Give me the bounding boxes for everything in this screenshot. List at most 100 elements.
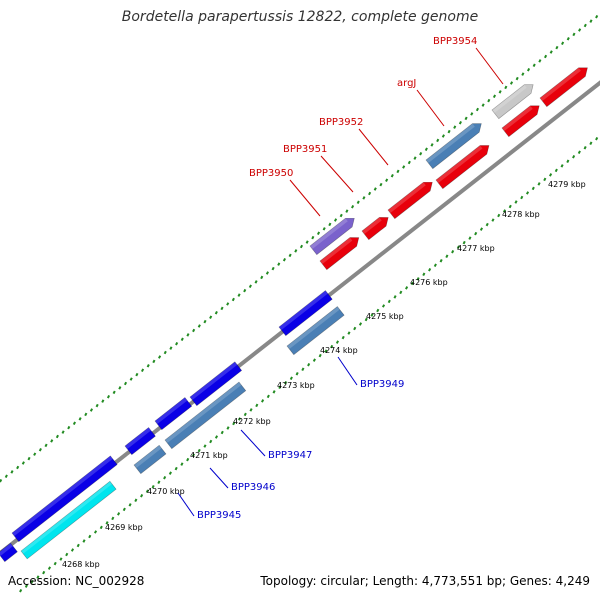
outer-tick-mark <box>447 129 451 134</box>
outer-tick-mark <box>322 227 326 231</box>
inner-tick-mark <box>220 430 224 435</box>
inner-tick-mark <box>554 168 558 173</box>
outer-tick-mark <box>265 271 269 275</box>
inner-tick-mark <box>353 326 357 331</box>
outer-tick-mark <box>430 143 434 147</box>
inner-tick-mark <box>479 227 483 231</box>
forward-gene-arrow-highlight <box>540 67 581 102</box>
inner-tick-mark <box>312 358 316 362</box>
reverse-gene-arrow-body <box>164 381 247 450</box>
inner-tick-mark <box>295 371 299 376</box>
forward-gene-arrow <box>309 217 355 256</box>
inner-tick-mark <box>543 177 547 182</box>
outer-tick-mark <box>555 45 559 50</box>
reverse-gene-arrow-highlight <box>279 290 328 331</box>
outer-tick-mark <box>243 288 247 293</box>
gene-label-bpp3954: BPP3954 <box>433 36 477 47</box>
forward-gene-arrow-highlight <box>436 145 483 184</box>
inner-tick-mark <box>36 575 40 579</box>
inner-tick-mark <box>151 484 155 489</box>
inner-tick-mark <box>93 530 98 534</box>
forward-gene-arrow-body <box>361 217 389 241</box>
inner-tick-mark <box>474 231 478 236</box>
inner-tick-mark <box>491 218 495 222</box>
outer-tick-mark <box>583 23 587 28</box>
inner-tick-mark <box>157 480 161 484</box>
outer-tick-mark <box>385 178 389 182</box>
inner-tick-track <box>19 136 599 593</box>
outer-tick-mark <box>282 258 287 262</box>
inner-tick-mark <box>410 281 414 286</box>
tick-label: 4277 kbp <box>457 244 495 253</box>
outer-tick-mark <box>214 311 218 315</box>
inner-tick-mark <box>502 209 507 213</box>
tick-label: 4278 kbp <box>502 210 540 219</box>
inner-tick-mark <box>134 498 138 503</box>
inner-tick-mark <box>508 204 512 209</box>
tick-label: 4268 kbp <box>62 560 100 569</box>
outer-tick-mark <box>345 209 349 213</box>
outer-tick-mark <box>146 364 150 368</box>
outer-tick-mark <box>260 275 264 280</box>
reverse-gene-arrow-body <box>154 397 193 431</box>
callout-leader <box>177 492 195 517</box>
inner-tick-mark <box>393 295 397 299</box>
outer-tick-mark <box>67 425 71 430</box>
inner-tick-mark <box>462 240 466 245</box>
inner-tick-mark <box>209 439 213 444</box>
callout-leader <box>337 356 358 386</box>
callout-leader <box>358 128 389 166</box>
inner-tick-mark <box>76 543 80 548</box>
forward-gene-arrow-body <box>309 217 355 256</box>
inner-tick-mark <box>289 376 293 381</box>
inner-tick-mark <box>595 136 599 141</box>
inner-tick-mark <box>53 561 57 566</box>
inner-tick-mark <box>445 254 449 258</box>
inner-tick-mark <box>186 457 190 462</box>
forward-gene-arrow <box>387 181 433 220</box>
tick-label: 4273 kbp <box>277 381 315 390</box>
outer-tick-mark <box>89 408 94 412</box>
reverse-gene-arrow-body <box>278 290 333 337</box>
inner-tick-mark <box>433 263 437 268</box>
gene-label-bpp3951: BPP3951 <box>283 144 327 155</box>
forward-gene-arrow-highlight <box>320 237 353 265</box>
outer-tick-mark <box>163 350 167 355</box>
outer-tick-mark <box>413 156 417 160</box>
outer-tick-mark <box>123 381 128 386</box>
inner-tick-mark <box>226 426 230 430</box>
outer-tick-mark <box>538 59 542 63</box>
forward-gene-arrow-highlight <box>492 84 527 114</box>
outer-tick-mark <box>362 196 366 200</box>
inner-tick-mark <box>237 417 242 421</box>
outer-tick-mark <box>464 116 468 121</box>
forward-gene-arrow-body <box>501 105 540 138</box>
outer-tick-mark <box>254 280 258 284</box>
outer-tick-mark <box>379 182 383 187</box>
reverse-gene-arrow-body <box>124 427 156 456</box>
inner-tick-mark <box>19 588 23 593</box>
inner-tick-mark <box>128 503 132 507</box>
inner-tick-mark <box>318 353 322 358</box>
reverse-gene-arrow-highlight <box>190 361 238 401</box>
outer-tick-mark <box>316 231 321 235</box>
outer-tick-mark <box>38 448 42 452</box>
outer-tick-mark <box>10 470 14 474</box>
tick-labels: 4268 kbp 4269 kbp 4270 kbp 4271 kbp 4272 kbp… <box>62 180 586 569</box>
outer-tick-mark <box>209 315 213 319</box>
outer-tick-mark <box>441 134 445 138</box>
inner-tick-mark <box>111 516 115 521</box>
outer-tick-mark <box>339 213 343 218</box>
inner-tick-mark <box>330 344 334 349</box>
inner-tick-mark <box>341 335 345 340</box>
outer-tick-mark <box>402 165 406 169</box>
outer-tick-mark <box>532 63 536 68</box>
reverse-gene-arrow-body <box>286 306 345 356</box>
outer-tick-mark <box>175 341 179 346</box>
forward-gene-arrow-body <box>425 123 482 170</box>
outer-tick-mark <box>305 240 309 244</box>
outer-tick-mark <box>106 394 111 399</box>
tick-label: 4276 kbp <box>410 278 448 287</box>
inner-tick-mark <box>451 249 455 254</box>
outer-tick-mark <box>481 103 485 107</box>
